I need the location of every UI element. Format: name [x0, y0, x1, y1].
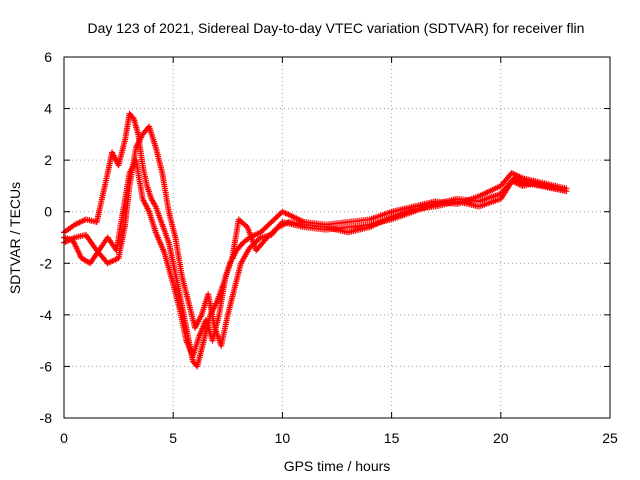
x-axis-label: GPS time / hours: [284, 458, 391, 474]
y-tick-label: 4: [44, 101, 52, 117]
y-tick-label: -2: [40, 255, 53, 271]
x-tick-label: 15: [384, 430, 400, 446]
x-tick-label: 10: [275, 430, 291, 446]
y-axis-label: SDTVAR / TECUs: [7, 182, 23, 294]
y-tick-label: -6: [40, 358, 53, 374]
data-point: [256, 235, 263, 242]
y-tick-label: 6: [44, 49, 52, 65]
y-tick-label: 2: [44, 152, 52, 168]
grid: [64, 57, 610, 418]
data-points: [61, 110, 570, 370]
x-tick-label: 0: [60, 430, 68, 446]
plot-frame: [63, 56, 611, 419]
y-tick-label: -8: [40, 410, 53, 426]
x-tick-label: 25: [602, 430, 618, 446]
axis-ticks: 0 5 10 15 20 25 -8 -6 -4 -2 0 2 4 6: [40, 49, 618, 446]
data-point: [563, 188, 570, 195]
x-tick-label: 5: [169, 430, 177, 446]
y-tick-label: -4: [40, 307, 53, 323]
y-tick-label: 0: [44, 204, 52, 220]
chart-title: Day 123 of 2021, Sidereal Day-to-day VTE…: [88, 20, 585, 36]
x-tick-label: 20: [493, 430, 509, 446]
data-point: [129, 114, 136, 121]
